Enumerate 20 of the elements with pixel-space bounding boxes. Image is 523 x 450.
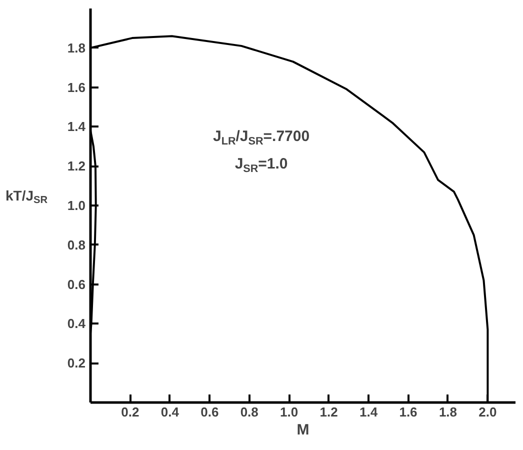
x-tick-label: 0.6 — [200, 404, 219, 420]
x-tick-label: 1.4 — [360, 404, 378, 420]
y-tick-label: 0.6 — [67, 276, 86, 292]
x-tick-label: 1.6 — [399, 404, 418, 420]
x-tick-label: 1.8 — [438, 404, 458, 420]
y-tick-label: 1.4 — [67, 119, 86, 134]
y-tick-label: 1.0 — [67, 198, 86, 213]
y-tick-label: 0.8 — [67, 237, 86, 252]
x-tick-label: 1.2 — [320, 404, 338, 420]
x-tick-label: 0.2 — [121, 404, 140, 420]
y-tick-label: 0.2 — [67, 356, 86, 371]
y-tick-label: 1.8 — [67, 40, 86, 56]
y-tick-label: 1.6 — [67, 80, 86, 95]
x-tick-label: 2.0 — [478, 404, 497, 420]
y-tick-label: 0.4 — [67, 316, 86, 332]
x-tick-label: 0.8 — [240, 404, 258, 420]
x-axis-title: M — [296, 422, 310, 438]
x-tick-label: 1.0 — [280, 404, 298, 420]
y-tick-label: 1.2 — [67, 158, 86, 174]
x-tick-label: 0.4 — [160, 404, 180, 420]
